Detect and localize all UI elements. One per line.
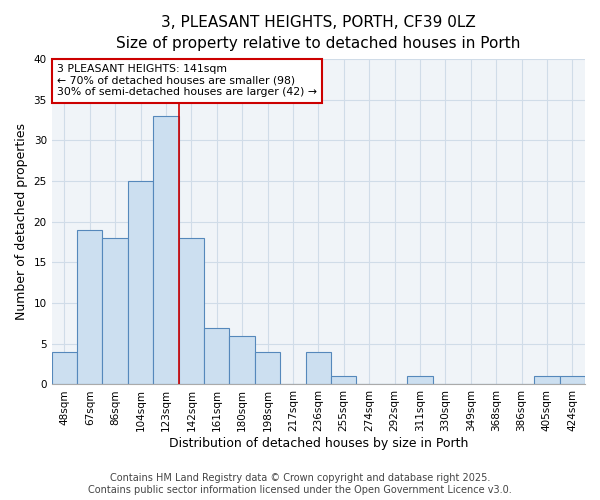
Bar — [255, 352, 280, 384]
Text: Contains HM Land Registry data © Crown copyright and database right 2025.
Contai: Contains HM Land Registry data © Crown c… — [88, 474, 512, 495]
Title: 3, PLEASANT HEIGHTS, PORTH, CF39 0LZ
Size of property relative to detached house: 3, PLEASANT HEIGHTS, PORTH, CF39 0LZ Siz… — [116, 15, 521, 51]
X-axis label: Distribution of detached houses by size in Porth: Distribution of detached houses by size … — [169, 437, 468, 450]
Text: 3 PLEASANT HEIGHTS: 141sqm
← 70% of detached houses are smaller (98)
30% of semi: 3 PLEASANT HEIGHTS: 141sqm ← 70% of deta… — [57, 64, 317, 97]
Bar — [534, 376, 560, 384]
Bar — [407, 376, 433, 384]
Bar — [229, 336, 255, 384]
Bar — [305, 352, 331, 384]
Y-axis label: Number of detached properties: Number of detached properties — [15, 124, 28, 320]
Bar — [103, 238, 128, 384]
Bar — [153, 116, 179, 384]
Bar — [52, 352, 77, 384]
Bar — [331, 376, 356, 384]
Bar — [77, 230, 103, 384]
Bar — [204, 328, 229, 384]
Bar — [128, 181, 153, 384]
Bar — [560, 376, 585, 384]
Bar — [179, 238, 204, 384]
